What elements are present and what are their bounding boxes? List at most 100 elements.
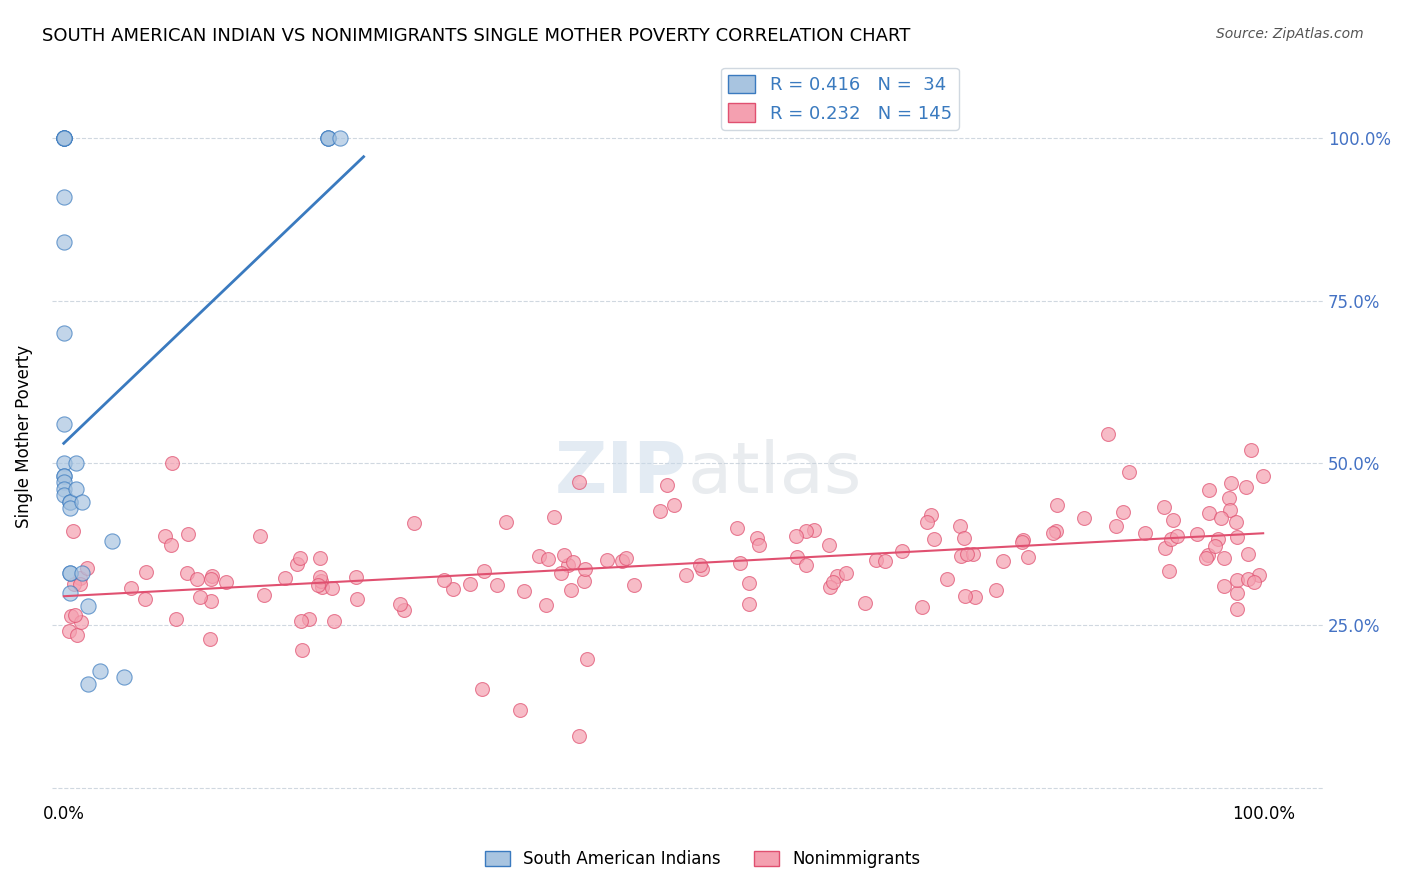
Point: [1153, 541, 1175, 555]
Point: [176, 527, 198, 541]
Point: [52, 482, 75, 496]
Point: [63, 577, 86, 591]
Point: [825, 568, 848, 582]
Point: [662, 499, 685, 513]
Point: [66, 627, 89, 641]
Point: [820, 580, 842, 594]
Point: [572, 574, 595, 588]
Point: [728, 556, 751, 570]
Point: [557, 558, 579, 573]
Point: [323, 614, 346, 628]
Point: [316, 131, 339, 145]
Point: [472, 564, 495, 578]
Point: [965, 591, 987, 605]
Point: [120, 581, 142, 595]
Point: [76, 599, 98, 613]
Point: [1073, 511, 1095, 525]
Point: [953, 532, 976, 546]
Point: [748, 538, 770, 552]
Point: [291, 643, 314, 657]
Point: [309, 574, 332, 589]
Point: [1163, 513, 1185, 527]
Point: [648, 504, 671, 518]
Point: [274, 571, 297, 585]
Point: [1198, 483, 1220, 498]
Point: [689, 558, 711, 572]
Point: [70, 566, 93, 581]
Point: [1225, 516, 1247, 530]
Point: [794, 524, 817, 539]
Point: [160, 538, 183, 552]
Point: [309, 551, 332, 566]
Point: [1212, 550, 1234, 565]
Point: [52, 469, 75, 483]
Point: [1112, 505, 1135, 519]
Point: [550, 566, 572, 580]
Point: [610, 554, 633, 568]
Point: [298, 612, 321, 626]
Point: [1166, 529, 1188, 543]
Point: [153, 529, 176, 543]
Point: [52, 469, 75, 483]
Point: [875, 554, 897, 568]
Point: [59, 566, 82, 581]
Point: [891, 543, 914, 558]
Point: [1097, 426, 1119, 441]
Point: [52, 417, 75, 431]
Point: [201, 569, 224, 583]
Point: [388, 597, 411, 611]
Point: [253, 588, 276, 602]
Point: [329, 131, 352, 145]
Point: [537, 551, 560, 566]
Point: [821, 574, 844, 589]
Legend: R = 0.416   N =  34, R = 0.232   N = 145: R = 0.416 N = 34, R = 0.232 N = 145: [721, 68, 959, 130]
Point: [949, 519, 972, 533]
Text: Source: ZipAtlas.com: Source: ZipAtlas.com: [1216, 27, 1364, 41]
Point: [186, 572, 208, 586]
Text: atlas: atlas: [688, 439, 862, 508]
Point: [835, 566, 858, 581]
Point: [69, 576, 91, 591]
Point: [1243, 575, 1265, 590]
Point: [953, 590, 976, 604]
Point: [562, 555, 585, 569]
Point: [509, 703, 531, 717]
Point: [59, 566, 82, 581]
Point: [65, 482, 87, 496]
Point: [188, 591, 211, 605]
Point: [950, 549, 973, 564]
Point: [214, 575, 236, 590]
Point: [1209, 511, 1232, 525]
Point: [553, 548, 575, 562]
Point: [596, 552, 619, 566]
Point: [1045, 524, 1067, 538]
Point: [432, 573, 454, 587]
Point: [922, 532, 945, 546]
Point: [1198, 506, 1220, 520]
Point: [165, 612, 187, 626]
Text: ZIP: ZIP: [555, 439, 688, 508]
Legend: South American Indians, Nonimmigrants: South American Indians, Nonimmigrants: [478, 844, 928, 875]
Point: [134, 592, 156, 607]
Point: [738, 575, 761, 590]
Point: [1240, 442, 1263, 457]
Point: [316, 131, 339, 145]
Point: [1226, 586, 1249, 600]
Point: [471, 681, 494, 696]
Point: [485, 578, 508, 592]
Point: [560, 583, 582, 598]
Point: [321, 582, 343, 596]
Point: [344, 570, 367, 584]
Point: [574, 562, 596, 576]
Point: [58, 624, 80, 639]
Point: [956, 547, 979, 561]
Text: SOUTH AMERICAN INDIAN VS NONIMMIGRANTS SINGLE MOTHER POVERTY CORRELATION CHART: SOUTH AMERICAN INDIAN VS NONIMMIGRANTS S…: [42, 27, 911, 45]
Point: [1159, 564, 1181, 578]
Point: [458, 576, 481, 591]
Point: [1218, 491, 1240, 505]
Point: [59, 608, 82, 623]
Point: [1118, 465, 1140, 479]
Point: [495, 515, 517, 529]
Point: [1247, 567, 1270, 582]
Point: [1226, 530, 1249, 544]
